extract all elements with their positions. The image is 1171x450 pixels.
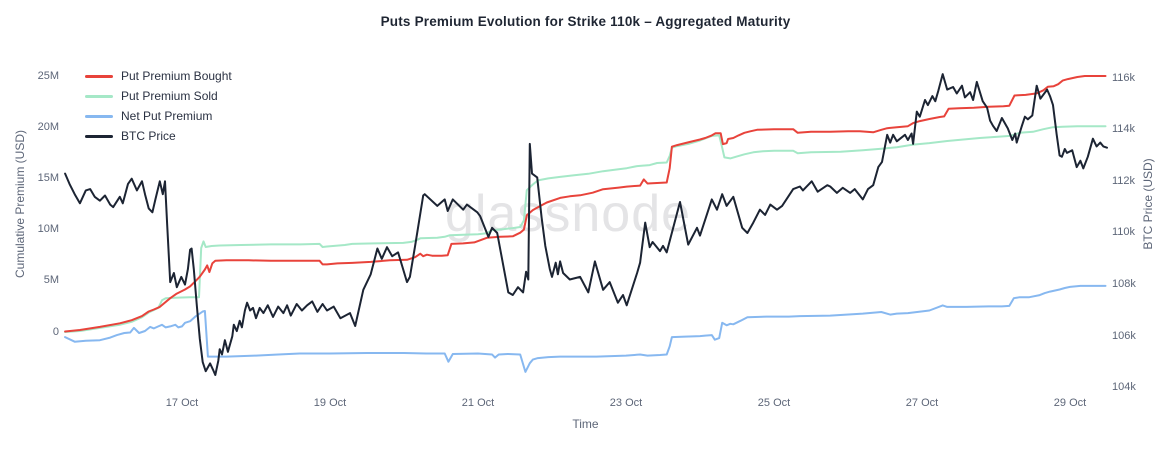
legend-label: Net Put Premium — [121, 109, 213, 123]
left-axis-tick-label: 25M — [37, 69, 59, 82]
left-axis-tick-label: 20M — [37, 120, 59, 133]
right-axis-tick-label: 116k — [1112, 71, 1136, 84]
right-axis-tick-label: 108k — [1112, 278, 1136, 291]
btc-price-line — [64, 73, 1108, 376]
right-axis-tick-label: 110k — [1112, 226, 1136, 239]
legend: Put Premium Bought Put Premium Sold Net … — [85, 66, 232, 146]
legend-item-put-premium-bought[interactable]: Put Premium Bought — [85, 66, 232, 86]
x-axis-tick-label: 23 Oct — [609, 397, 643, 409]
x-axis-tick-label: 21 Oct — [461, 397, 495, 409]
right-y-axis-title: BTC Price (USD) — [1141, 158, 1155, 250]
legend-item-put-premium-sold[interactable]: Put Premium Sold — [85, 86, 232, 106]
chart-title: Puts Premium Evolution for Strike 110k –… — [380, 14, 791, 29]
x-axis-title: Time — [572, 417, 599, 431]
put-premium-sold-line — [64, 125, 1107, 333]
x-axis-tick-label: 27 Oct — [905, 397, 939, 409]
left-axis-tick-label: 10M — [37, 223, 59, 236]
right-axis-tick-label: 114k — [1112, 123, 1136, 136]
left-axis-tick-label: 0 — [52, 325, 59, 338]
left-axis-tick-label: 5M — [43, 274, 59, 287]
right-axis-tick-label: 104k — [1112, 381, 1136, 394]
x-axis-tick-label: 29 Oct — [1053, 397, 1087, 409]
left-y-axis-title: Cumulative Premium (USD) — [13, 129, 27, 279]
legend-item-net-put-premium[interactable]: Net Put Premium — [85, 106, 232, 126]
net-put-premium-line — [64, 284, 1107, 373]
x-axis-tick-label: 19 Oct — [313, 397, 347, 409]
x-axis-tick-label: 17 Oct — [165, 397, 199, 409]
right-axis-tick-label: 106k — [1112, 329, 1136, 342]
legend-label: Put Premium Sold — [121, 89, 218, 103]
legend-swatch-red-icon — [85, 74, 113, 78]
legend-label: Put Premium Bought — [121, 69, 232, 83]
legend-swatch-blue-icon — [85, 114, 113, 118]
legend-item-btc-price[interactable]: BTC Price — [85, 126, 232, 146]
left-axis-tick-label: 15M — [37, 171, 59, 184]
legend-label: BTC Price — [121, 129, 176, 143]
right-axis-tick-label: 112k — [1112, 174, 1136, 187]
x-axis-tick-label: 25 Oct — [757, 397, 791, 409]
legend-swatch-black-icon — [85, 134, 113, 138]
legend-swatch-green-icon — [85, 94, 113, 98]
put-premium-bought-line — [64, 75, 1107, 333]
